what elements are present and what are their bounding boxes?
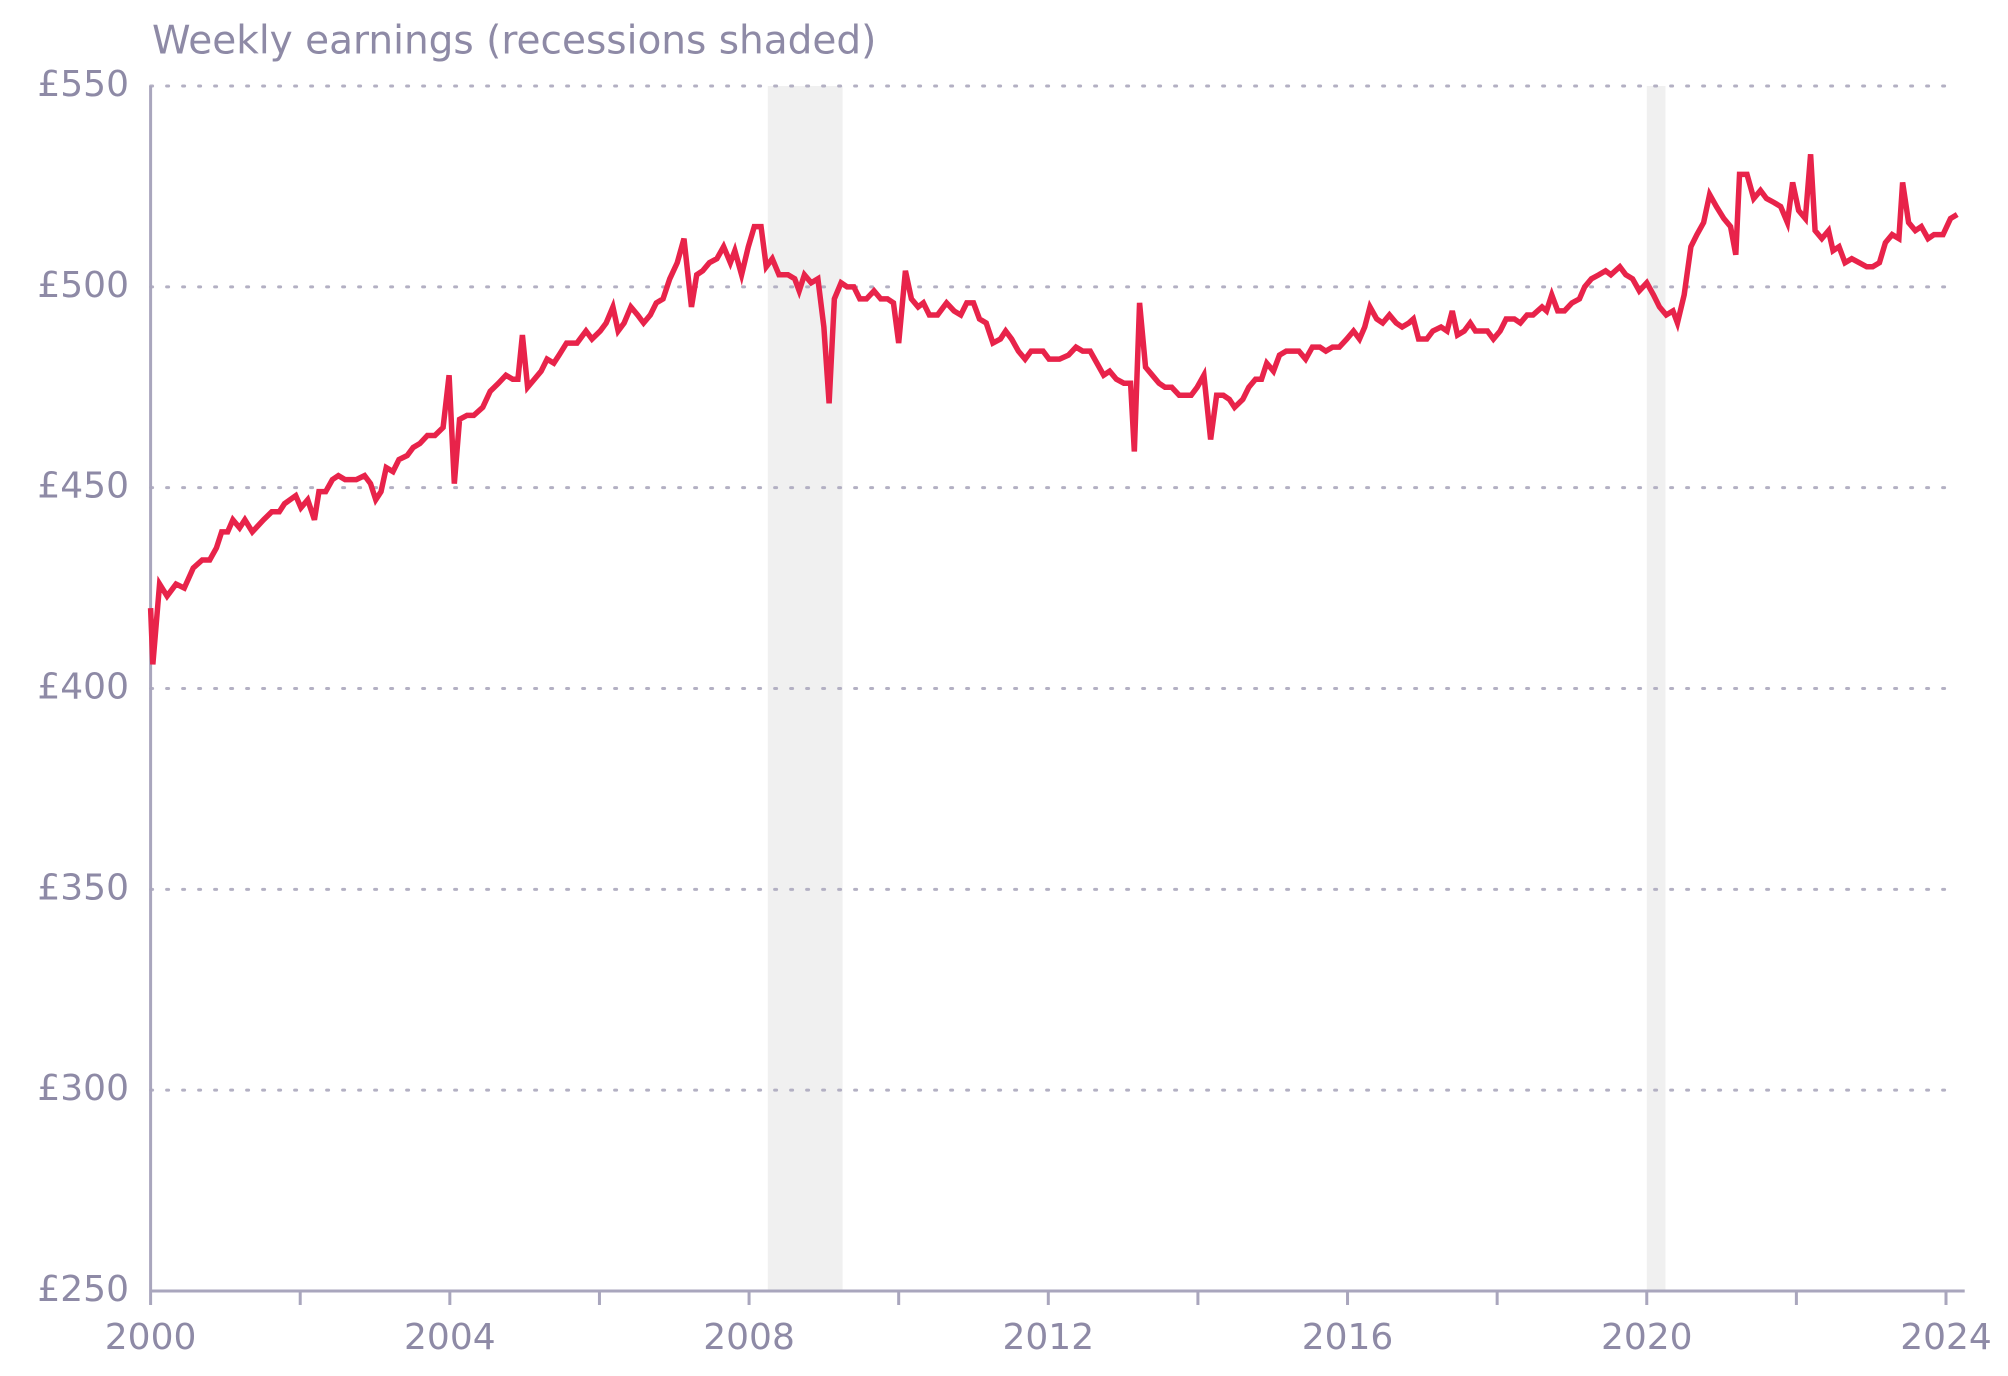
x-tick-label: 2020 xyxy=(1601,1317,1693,1358)
y-tick-label: £400 xyxy=(37,667,129,708)
y-tick-label: £500 xyxy=(37,265,129,306)
y-tick-label: £550 xyxy=(37,64,129,105)
x-tick-label: 2024 xyxy=(1900,1317,1992,1358)
x-tick-label: 2000 xyxy=(105,1317,197,1358)
x-tick-label: 2016 xyxy=(1302,1317,1394,1358)
x-tick-label: 2008 xyxy=(703,1317,795,1358)
y-tick-label: £350 xyxy=(37,867,129,908)
chart-title: Weekly earnings (recessions shaded) xyxy=(152,19,876,64)
y-tick-label: £450 xyxy=(37,466,129,507)
y-tick-label: £300 xyxy=(37,1068,129,1109)
x-tick-label: 2012 xyxy=(1002,1317,1094,1358)
earnings-line xyxy=(147,154,1959,665)
y-tick-label: £250 xyxy=(37,1269,129,1310)
x-tick-label: 2004 xyxy=(404,1317,496,1358)
